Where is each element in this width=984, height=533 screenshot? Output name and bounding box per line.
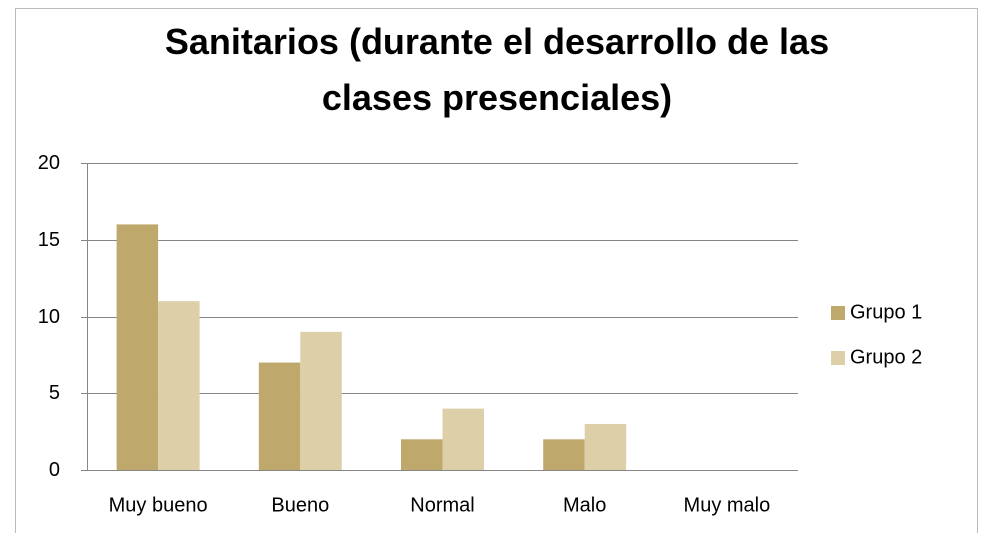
x-tick-label: Normal — [410, 494, 474, 516]
legend-label: Grupo 2 — [850, 346, 922, 368]
bar — [300, 331, 342, 470]
bar — [442, 408, 484, 470]
y-tick-label: 10 — [38, 306, 60, 328]
bar — [258, 362, 301, 470]
y-tick-label: 0 — [49, 459, 60, 481]
bar — [116, 224, 159, 470]
bar — [401, 439, 443, 470]
x-tick-label: Muy malo — [684, 494, 771, 516]
legend-label: Grupo 1 — [850, 301, 922, 323]
legend-swatch — [831, 306, 845, 320]
x-tick-label: Bueno — [271, 494, 329, 516]
x-tick-label: Malo — [563, 494, 606, 516]
y-tick-label: 5 — [49, 382, 60, 404]
y-tick-label: 20 — [38, 152, 60, 174]
x-tick-label: Muy bueno — [109, 494, 208, 516]
bar — [584, 423, 627, 470]
chart-border — [15, 8, 978, 533]
bar — [158, 301, 200, 470]
legend-swatch — [831, 351, 845, 365]
y-tick-label: 15 — [38, 229, 60, 251]
chart-title: Sanitarios (durante el desarrollo de las… — [164, 21, 830, 118]
bar — [543, 439, 585, 470]
